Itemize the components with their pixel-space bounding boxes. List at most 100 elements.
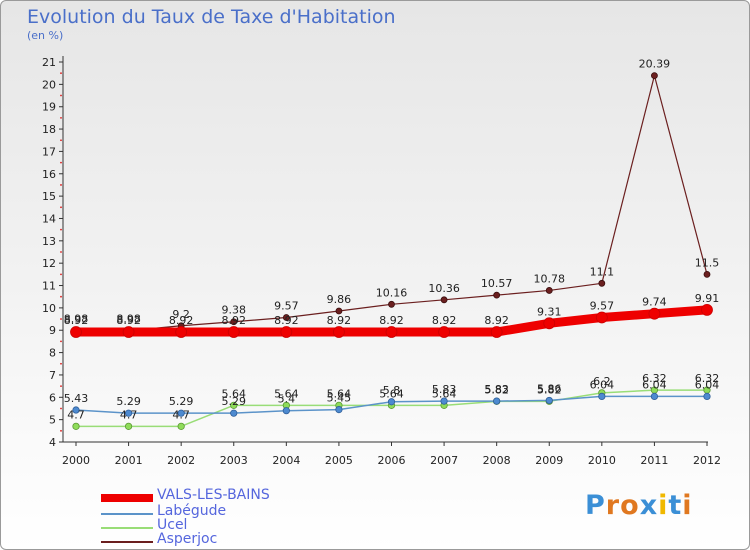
data-point-labegude (545, 396, 553, 405)
data-label-ucel: 6.32 (642, 372, 667, 385)
y-tick-label: 9 (49, 324, 56, 337)
y-tick-label: 12 (42, 257, 56, 270)
data-point-ucel (177, 422, 185, 430)
x-tick-label: 2000 (62, 454, 90, 467)
data-label-labegude: 5.29 (169, 395, 194, 408)
y-tick-label: 15 (42, 190, 56, 203)
y-minor-tick (60, 385, 62, 388)
data-label-labegude: 5.29 (116, 395, 141, 408)
data-label-ucel: 5.64 (379, 387, 404, 400)
data-label-asperjoc: 9.38 (222, 304, 247, 317)
data-point-labegude (72, 406, 80, 414)
data-label-labegude: 5.83 (484, 383, 509, 396)
data-point-vals (333, 326, 345, 338)
data-point-vals (227, 326, 240, 338)
data-label-labegude: 6.04 (590, 378, 615, 391)
x-tick-label: 2009 (535, 454, 563, 467)
data-point-labegude (703, 392, 711, 400)
data-point-ucel (72, 422, 80, 430)
data-point-asperjoc (230, 318, 238, 326)
logo-letter: i (682, 490, 693, 521)
data-label-asperjoc: 11.5 (695, 256, 720, 269)
data-point-vals (595, 311, 608, 324)
data-label-labegude: 5.43 (64, 392, 89, 405)
data-label-asperjoc: 20.39 (639, 58, 671, 71)
y-minor-tick (60, 184, 62, 186)
x-tick-label: 2005 (325, 454, 353, 467)
data-label-vals: 9.31 (537, 305, 562, 318)
x-tick-label: 2011 (640, 454, 668, 467)
data-label-ucel: 4.7 (120, 408, 138, 421)
y-minor-tick (60, 206, 62, 209)
logo-letter: r (605, 490, 621, 521)
data-point-labegude (650, 392, 659, 400)
data-label-labegude: 5.4 (278, 393, 296, 406)
logo-letter: o (620, 490, 640, 521)
x-tick-label: 2012 (693, 454, 721, 467)
data-label-asperjoc: 10.16 (376, 286, 408, 299)
data-point-labegude (282, 407, 290, 415)
y-tick-label: 13 (42, 235, 56, 248)
data-label-asperjoc: 11.1 (590, 265, 615, 278)
data-point-labegude (440, 397, 448, 405)
data-point-vals (175, 326, 188, 338)
data-point-vals (122, 326, 135, 338)
legend-label-labegude: Labégude (157, 503, 227, 519)
data-point-asperjoc (598, 279, 606, 287)
data-label-vals: 9.91 (695, 292, 720, 305)
y-minor-tick (60, 251, 62, 253)
data-label-asperjoc: 9.2 (172, 308, 190, 321)
y-minor-tick (60, 273, 62, 276)
data-label-vals: 8.92 (64, 314, 89, 327)
data-label-vals: 8.92 (432, 314, 457, 327)
data-label-ucel: 5.64 (222, 387, 247, 400)
data-label-ucel: 5.82 (484, 383, 509, 396)
data-point-vals (490, 326, 503, 338)
y-tick-label: 17 (42, 145, 56, 158)
data-label-labegude: 5.45 (327, 392, 352, 405)
data-label-ucel: 5.82 (537, 383, 562, 396)
y-minor-tick (60, 295, 62, 298)
y-minor-tick (60, 340, 62, 343)
data-label-labegude: 5.86 (537, 382, 562, 395)
data-label-vals: 8.92 (484, 314, 509, 327)
data-point-asperjoc (651, 72, 658, 80)
y-minor-tick (60, 318, 62, 320)
data-point-vals (648, 307, 661, 320)
logo-letter: t (668, 490, 683, 521)
x-tick-label: 2010 (588, 454, 616, 467)
y-tick-label: 11 (42, 280, 56, 293)
data-label-ucel: 6.2 (593, 375, 611, 388)
x-tick-label: 2004 (272, 454, 300, 467)
data-label-asperjoc: 9.86 (327, 293, 352, 306)
y-minor-tick (60, 72, 62, 75)
legend-swatch-labegude (101, 513, 153, 515)
chart-title: Evolution du Taux de Taxe d'Habitation (27, 6, 396, 28)
data-point-asperjoc (335, 307, 343, 315)
data-point-vals (280, 326, 293, 338)
data-label-labegude: 5.29 (222, 395, 247, 408)
legend-swatch-vals (101, 494, 153, 502)
y-tick-label: 19 (42, 101, 56, 114)
x-tick-label: 2003 (220, 454, 248, 467)
legend-swatch-ucel (101, 527, 153, 529)
y-tick-label: 20 (42, 78, 56, 91)
y-minor-tick (60, 407, 62, 410)
legend-label-ucel: Ucel (157, 517, 188, 533)
y-minor-tick (60, 139, 62, 142)
y-tick-label: 16 (42, 168, 56, 181)
data-label-vals: 8.92 (379, 314, 404, 327)
data-point-labegude (230, 409, 238, 417)
data-label-asperjoc: 8.98 (116, 313, 141, 326)
y-minor-tick (60, 116, 62, 119)
y-tick-label: 18 (42, 123, 56, 136)
x-tick-label: 2006 (378, 454, 406, 467)
data-point-labegude (124, 409, 133, 417)
y-axis-unit: (en %) (27, 29, 64, 42)
data-point-labegude (493, 397, 501, 405)
y-minor-tick (60, 161, 62, 164)
logo-letter: x (639, 490, 659, 521)
y-tick-label: 4 (49, 436, 56, 449)
